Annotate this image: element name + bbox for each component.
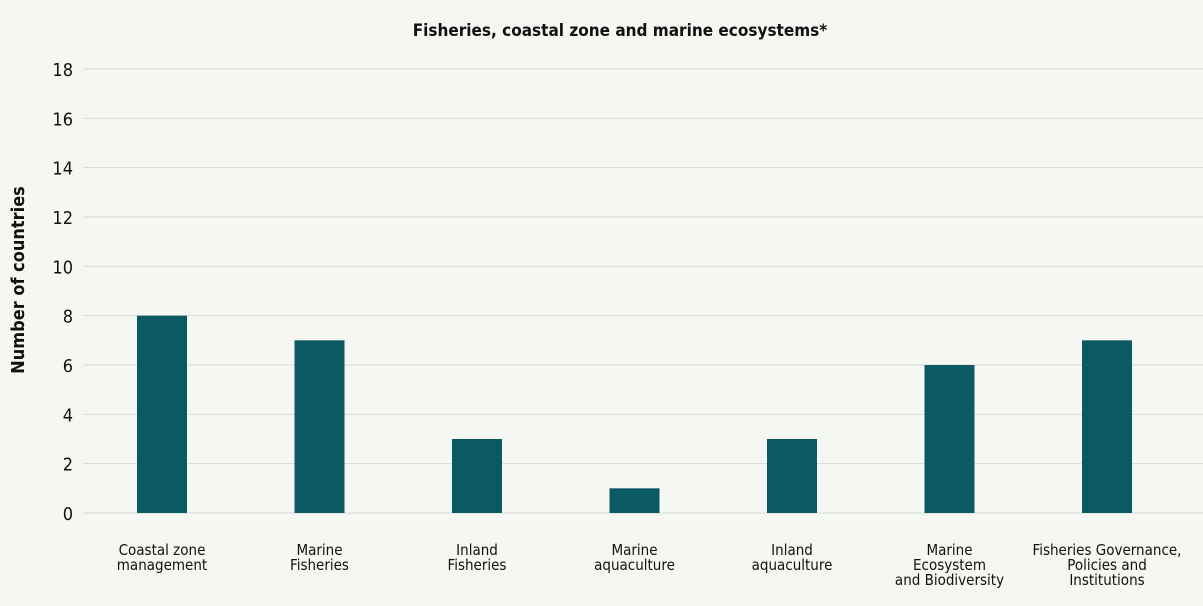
y-tick-label: 0 bbox=[63, 504, 73, 525]
bar bbox=[294, 340, 345, 513]
bar bbox=[1082, 340, 1132, 513]
bar bbox=[609, 488, 660, 513]
x-tick-label-line: Ecosystem bbox=[913, 556, 986, 574]
y-tick-label: 6 bbox=[63, 356, 73, 377]
y-tick-label: 16 bbox=[52, 109, 73, 130]
x-tick-label-line: Coastal zone bbox=[119, 541, 206, 559]
bars bbox=[137, 315, 1132, 513]
gridlines bbox=[83, 68, 1203, 514]
y-axis-label: Number of countries bbox=[8, 186, 29, 374]
bar bbox=[452, 439, 502, 513]
x-tick-label: Marine Fisheries bbox=[290, 541, 349, 574]
x-tick-label-line: Fisheries Governance, bbox=[1033, 541, 1182, 559]
x-tick-label-line: Marine bbox=[296, 541, 342, 559]
x-tick-label: Inland Fisheries bbox=[448, 541, 507, 574]
bar bbox=[137, 315, 187, 513]
bar bbox=[924, 365, 975, 513]
x-tick-label-line: Inland bbox=[456, 541, 498, 559]
x-tick-label: Inland aquaculture bbox=[752, 541, 833, 574]
x-tick-label: Marine aquaculture bbox=[594, 541, 675, 574]
x-tick-label-line: Marine bbox=[926, 541, 972, 559]
x-tick-label-line: and Biodiversity bbox=[895, 571, 1004, 589]
y-tick-label: 14 bbox=[52, 159, 73, 180]
x-tick-label-line: Marine bbox=[611, 541, 657, 559]
x-tick-label-line: Fisheries bbox=[448, 556, 507, 574]
y-tick-label: 2 bbox=[63, 455, 73, 476]
x-tick-label-line: management bbox=[117, 556, 207, 574]
y-tick-label: 18 bbox=[52, 60, 73, 81]
chart-title: Fisheries, coastal zone and marine ecosy… bbox=[413, 21, 828, 41]
y-tick-label: 8 bbox=[63, 307, 73, 328]
x-tick-label: Coastal zone management bbox=[117, 541, 207, 574]
x-tick-label: Marine Ecosystem and Biodiversity bbox=[895, 541, 1004, 589]
x-tick-label-line: Inland bbox=[771, 541, 813, 559]
x-tick-label-line: aquaculture bbox=[752, 556, 833, 574]
x-tick-label-line: aquaculture bbox=[594, 556, 675, 574]
x-tick-label-line: Fisheries bbox=[290, 556, 349, 574]
y-tick-label: 4 bbox=[63, 405, 73, 426]
x-tick-label-line: Institutions bbox=[1069, 571, 1144, 589]
y-axis-ticks: 0 2 4 6 8 10 12 14 16 18 bbox=[52, 60, 73, 525]
x-tick-label: Fisheries Governance, Policies and Institu… bbox=[1033, 541, 1182, 589]
bar bbox=[767, 439, 817, 513]
y-tick-label: 12 bbox=[52, 208, 73, 229]
y-tick-label: 10 bbox=[52, 257, 73, 278]
x-tick-label-line: Policies and bbox=[1067, 556, 1147, 574]
